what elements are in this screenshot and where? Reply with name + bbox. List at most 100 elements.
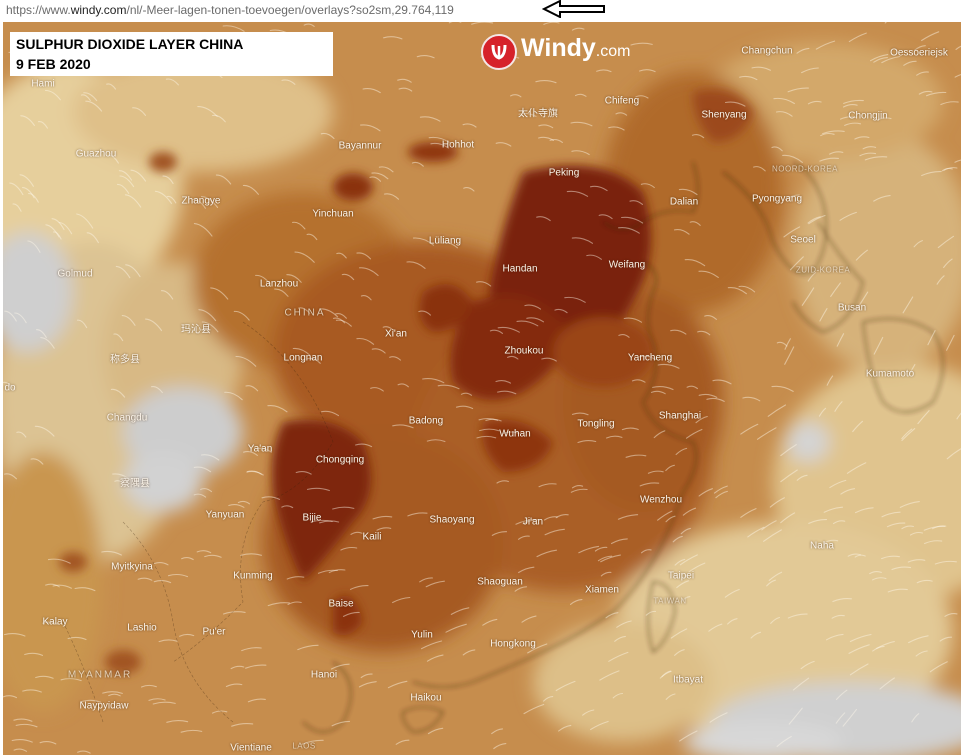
wind-streak	[222, 25, 245, 32]
place-label-chifeng: Chifeng	[604, 95, 640, 107]
wind-streak	[630, 42, 653, 46]
wind-streak	[356, 252, 372, 260]
wind-streak	[783, 226, 801, 238]
wind-streak	[678, 188, 698, 196]
wind-streak	[523, 703, 545, 715]
wind-streak	[820, 132, 835, 137]
place-label-busan: Busan	[837, 302, 867, 314]
wind-streak	[640, 549, 652, 554]
url-text[interactable]: https://www.windy.com/nl/-Meer-lagen-ton…	[6, 1, 454, 19]
wind-streak	[713, 485, 728, 494]
wind-streak	[688, 562, 706, 573]
wind-streak	[319, 308, 339, 318]
wind-streak	[406, 261, 426, 269]
windy-tld: .com	[595, 43, 631, 60]
wind-streak	[808, 519, 828, 524]
wind-streak	[77, 750, 91, 754]
wind-streak	[507, 355, 519, 360]
wind-streak	[83, 92, 98, 102]
wind-streak	[371, 348, 386, 354]
wind-streak	[362, 87, 381, 94]
wind-streak	[708, 623, 723, 632]
place-label-wuhan: Wuhan	[499, 428, 531, 440]
wind-streak	[335, 312, 347, 319]
wind-streak	[909, 531, 924, 536]
wind-streak	[246, 470, 264, 476]
wind-streak	[673, 228, 690, 235]
wind-streak	[307, 357, 321, 364]
wind-streak	[192, 198, 206, 209]
wind-streak	[823, 506, 844, 513]
place-label-baise: Baise	[328, 598, 354, 610]
wind-streak	[341, 273, 355, 281]
wind-streak	[350, 531, 363, 535]
wind-streak	[767, 404, 787, 417]
wind-streak	[193, 493, 207, 498]
overlay-title-line1: SULPHUR DIOXIDE LAYER CHINA	[16, 36, 244, 52]
wind-streak	[832, 520, 846, 525]
wind-streak	[80, 699, 102, 703]
wind-streak	[160, 290, 174, 300]
wind-streak	[295, 471, 312, 475]
place-label-lanzhou: Lanzhou	[259, 278, 299, 290]
wind-streak	[771, 385, 794, 392]
wind-streak	[617, 514, 639, 520]
browser-url-bar[interactable]: https://www.windy.com/nl/-Meer-lagen-ton…	[0, 0, 967, 22]
wind-streak	[822, 130, 845, 135]
place-label-maqin: 玛沁县	[181, 324, 211, 336]
wind-streak	[476, 281, 492, 287]
wind-streak	[818, 407, 827, 417]
wind-streak	[378, 166, 394, 173]
wind-streak	[228, 504, 245, 508]
wind-streak	[356, 337, 375, 345]
wind-streak	[792, 677, 810, 691]
wind-streak	[807, 216, 821, 224]
place-label-golmud: Golmud	[57, 268, 93, 280]
wind-streak	[571, 150, 590, 156]
wind-streak	[571, 27, 585, 31]
wind-streak	[502, 431, 520, 435]
place-label-hami: Hami	[31, 78, 55, 90]
place-label-chayu: 察隅县	[120, 478, 150, 490]
wind-streak	[913, 240, 923, 248]
wind-streak	[859, 152, 877, 157]
wind-streak	[616, 620, 632, 628]
windy-brand: Windy	[521, 34, 596, 62]
place-label-pyongyang: Pyongyang	[751, 193, 803, 205]
wind-streak	[137, 577, 153, 581]
wind-streak	[132, 107, 147, 116]
wind-streak	[255, 274, 271, 285]
wind-streak	[359, 267, 379, 277]
place-label-xiamen: Xiamen	[585, 584, 619, 596]
wind-streak	[819, 308, 828, 322]
place-label-zhangye: Zhangye	[181, 195, 221, 207]
wind-streak	[497, 326, 520, 333]
wind-streak	[419, 577, 434, 583]
wind-streak	[679, 554, 698, 566]
wind-streak	[521, 615, 537, 623]
so2-map[interactable]: Hami Guazhou Zhangye Golmud Lanzhou 玛沁县 称多县 Lon…	[3, 22, 961, 755]
wind-streak	[661, 670, 672, 678]
wind-streak	[916, 579, 933, 584]
wind-streak	[600, 571, 612, 577]
wind-streak	[382, 326, 394, 332]
wind-streak	[589, 185, 608, 192]
overlay-title-line2: 9 FEB 2020	[16, 56, 91, 72]
windy-logo-text: Windy.com	[521, 34, 630, 63]
wind-streak	[570, 488, 588, 493]
wind-streak	[235, 355, 257, 367]
wind-streak	[118, 170, 133, 181]
place-label-jian: Ji'an	[522, 516, 544, 528]
wind-streak	[564, 296, 586, 303]
wind-streak	[665, 515, 676, 523]
wind-streak	[281, 79, 296, 85]
place-label-shaoguan: Shaoguan	[477, 576, 523, 588]
wind-streak	[125, 264, 141, 278]
wind-streak	[30, 458, 44, 465]
wind-streak	[835, 689, 848, 701]
wind-streak	[787, 87, 809, 93]
wind-streak	[200, 454, 220, 461]
wind-streak	[784, 346, 795, 365]
wind-streak	[775, 111, 793, 117]
border-lines	[62, 321, 334, 723]
